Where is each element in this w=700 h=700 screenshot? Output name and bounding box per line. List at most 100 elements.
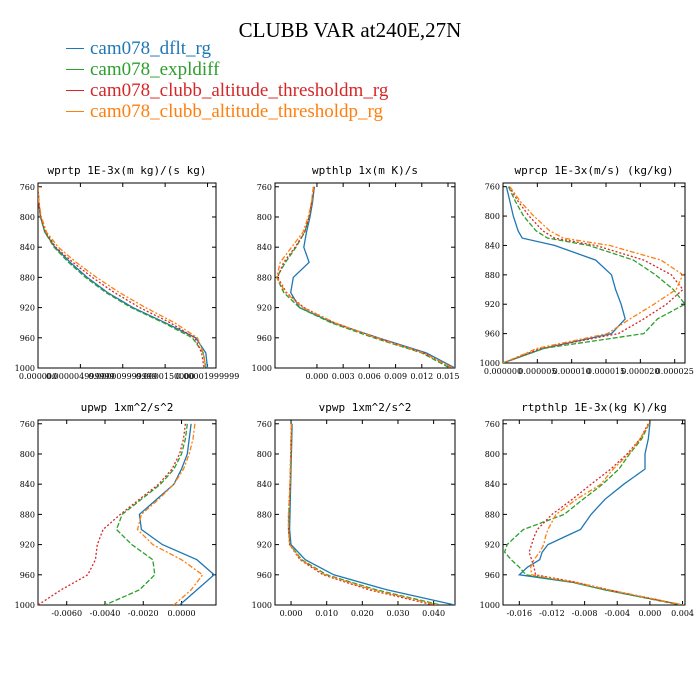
y-tick-label: 1000 [15, 364, 35, 373]
x-tick-label: 0.004 [671, 609, 694, 618]
panel-title: wpthlp 1x(m K)/s [312, 164, 418, 177]
x-tick-label: 0.000 [305, 372, 328, 381]
y-tick-label: 920 [485, 300, 500, 309]
x-tick-label: 0.012 [410, 372, 433, 381]
y-tick-label: 840 [257, 243, 272, 252]
legend-entry-thresholdp: cam078_clubb_altitude_thresholdp_rg [66, 101, 388, 122]
series-line-0 [38, 186, 209, 368]
series-line-0 [517, 423, 683, 605]
panel-title: wprcp 1E-3x(m/s) (kg/kg) [515, 164, 674, 177]
series-line-3 [503, 186, 684, 363]
plot-frame [502, 419, 686, 606]
y-tick-label: 960 [20, 334, 35, 343]
y-tick-label: 840 [257, 480, 272, 489]
y-tick-label: 760 [485, 420, 500, 429]
x-tick-label: 0.000009999999 [88, 372, 157, 381]
panel-title: vpwp 1xm^2/s^2 [319, 401, 412, 414]
y-tick-label: 920 [20, 541, 35, 550]
series-line-2 [38, 423, 187, 605]
y-tick-label: 880 [485, 271, 500, 280]
panel-title: rtpthlp 1E-3x(kg K)/kg [521, 401, 667, 414]
x-tick-label: 0.006 [358, 372, 381, 381]
y-tick-label: 920 [257, 541, 272, 550]
x-tick-label: 0.000004999999 [46, 372, 115, 381]
y-tick-label: 760 [257, 183, 272, 192]
y-tick-label: 1000 [252, 364, 272, 373]
y-tick-label: 960 [485, 571, 500, 580]
panel-title: upwp 1xm^2/s^2 [81, 401, 174, 414]
y-tick-label: 880 [257, 510, 272, 519]
series-line-0 [503, 186, 626, 363]
y-tick-label: 760 [257, 420, 272, 429]
series-line-2 [287, 423, 434, 605]
y-tick-label: 880 [485, 510, 500, 519]
panel-0: wprtp 1E-3x(m kg)/(s kg) 760 800 840 880 920 9… [15, 164, 240, 381]
legend-label-thresholdm: cam078_clubb_altitude_thresholdm_rg [90, 80, 389, 101]
x-tick-label: 0.010 [315, 609, 338, 618]
legend-swatch-thresholdm [66, 90, 84, 92]
y-tick-label: 1000 [252, 601, 272, 610]
x-tick-label: 0.015 [437, 372, 460, 381]
series-line-1 [503, 423, 682, 605]
x-tick-label: 0.030 [387, 609, 410, 618]
plot-frame [274, 182, 456, 369]
legend-label-dflt: cam078_dflt_rg [90, 38, 212, 59]
panel-3: upwp 1xm^2/s^2 760 800 840 880 920 960 1000 -0.0… [15, 401, 217, 618]
y-tick-label: 800 [485, 212, 500, 221]
legend: cam078_dflt_rg cam078_expldiff cam078_cl… [66, 38, 388, 122]
series-line-2 [503, 186, 684, 363]
legend-entry-expldiff: cam078_expldiff [66, 59, 388, 80]
y-tick-label: 880 [20, 273, 35, 282]
series-line-3 [276, 186, 454, 368]
panel-4: vpwp 1xm^2/s^2 760 800 840 880 920 960 1000 0.00… [252, 401, 456, 618]
x-tick-label: 0.000005 [518, 367, 556, 376]
y-tick-label: 1000 [15, 601, 35, 610]
plot-frame [37, 419, 217, 606]
y-tick-label: 840 [485, 480, 500, 489]
y-tick-label: 760 [20, 420, 35, 429]
x-tick-label: 0.000025 [656, 367, 694, 376]
y-tick-label: 800 [485, 450, 500, 459]
x-tick-label: -0.0020 [128, 609, 159, 618]
x-tick-label: -0.0040 [90, 609, 121, 618]
series-line-0 [290, 186, 455, 368]
y-tick-label: 960 [257, 334, 272, 343]
figure-title: CLUBB VAR at240E,27N [238, 18, 462, 42]
y-tick-label: 760 [485, 183, 500, 192]
series-line-3 [136, 423, 204, 605]
x-tick-label: 0.0000150000 [136, 372, 195, 381]
x-tick-label: 0.00001999999 [176, 372, 240, 381]
panel-5: rtpthlp 1E-3x(kg K)/kg 760 800 840 880 920 960… [480, 401, 694, 618]
legend-entry-thresholdm: cam078_clubb_altitude_thresholdm_rg [66, 80, 388, 101]
y-tick-label: 760 [20, 183, 35, 192]
series-line-3 [38, 186, 207, 368]
plot-frame [37, 182, 217, 369]
legend-swatch-expldiff [66, 69, 84, 71]
y-tick-label: 1000 [480, 601, 500, 610]
y-tick-label: 920 [485, 541, 500, 550]
y-tick-label: 840 [485, 241, 500, 250]
y-tick-label: 840 [20, 243, 35, 252]
y-tick-label: 960 [485, 330, 500, 339]
x-tick-label: 0.000 [638, 609, 661, 618]
y-tick-label: 920 [257, 304, 272, 313]
series-line-2 [38, 186, 205, 368]
series-line-1 [288, 423, 441, 605]
panel-title: wprtp 1E-3x(m kg)/(s kg) [48, 164, 207, 177]
y-tick-label: 1000 [480, 359, 500, 368]
x-tick-label: 0.000000 [19, 372, 57, 381]
y-tick-label: 960 [257, 571, 272, 580]
legend-entry-dflt: cam078_dflt_rg [66, 38, 388, 59]
plot-frame [274, 419, 456, 606]
series-line-1 [38, 186, 207, 368]
x-tick-label: 0.000015 [587, 367, 625, 376]
y-tick-label: 880 [257, 273, 272, 282]
x-tick-label: 0.020 [351, 609, 374, 618]
series-line-2 [528, 423, 683, 605]
y-tick-label: 920 [20, 304, 35, 313]
y-tick-label: 800 [20, 213, 35, 222]
x-tick-label: 0.000010 [553, 367, 591, 376]
x-tick-label: 0.040 [422, 609, 445, 618]
series-line-2 [276, 186, 453, 368]
